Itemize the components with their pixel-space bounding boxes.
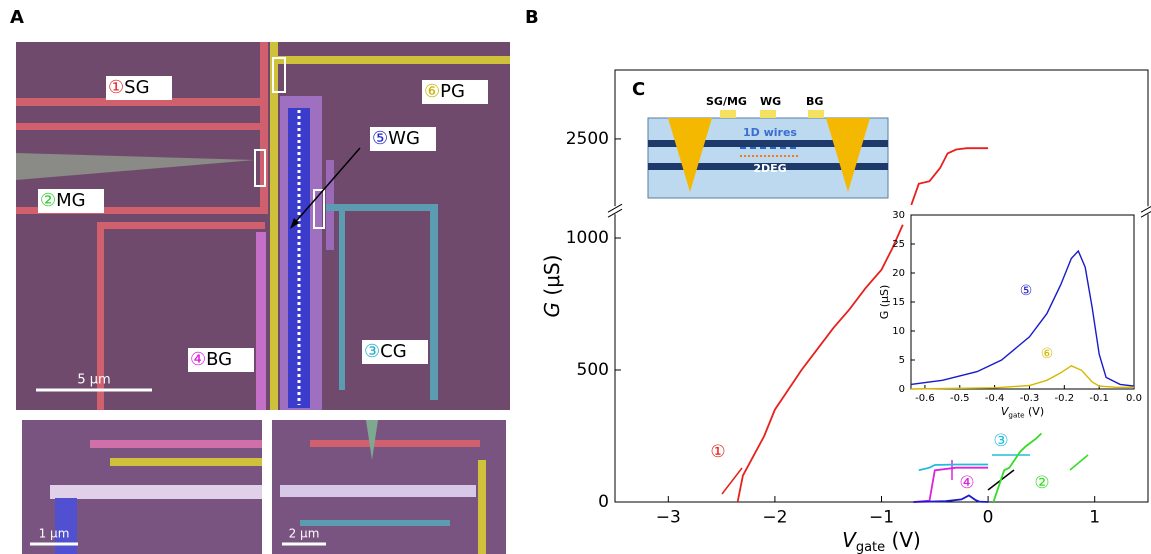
gate-label: BG	[806, 95, 823, 108]
y-tick-label: 25	[892, 239, 905, 250]
gate-name: MG	[56, 190, 85, 211]
series-line	[914, 468, 989, 502]
x-tick-label: 1	[1089, 507, 1100, 527]
x-axis-label: Vgate (V)	[1001, 405, 1044, 419]
y-tick-label: 1000	[566, 228, 609, 248]
y-tick-label: 5	[899, 355, 905, 366]
curve-annotation: ③	[993, 431, 1008, 451]
series-line	[914, 495, 989, 502]
layer-label: 2DEG	[753, 162, 786, 175]
gate-number: ④	[190, 349, 206, 370]
gate-label: SG/MG	[706, 95, 747, 108]
x-tick-label: -0.3	[1020, 393, 1040, 404]
x-tick-label: −2	[762, 507, 787, 527]
gate-name: PG	[440, 81, 465, 102]
x-tick-label: −1	[869, 507, 894, 527]
x-tick-label: 0.0	[1126, 393, 1142, 404]
y-tick-label: 0	[899, 384, 905, 395]
x-tick-label: -0.6	[915, 393, 935, 404]
panel-label: C	[632, 79, 645, 100]
y-label-unit: (μS)	[540, 255, 564, 302]
plot-frame	[911, 215, 1134, 389]
figure: A B C 5 μm 1 μm 2 μm SG/MG WG BG 1D wi	[0, 0, 1151, 554]
gate-number: ③	[364, 341, 380, 362]
gate-number: ①	[108, 77, 124, 98]
x-tick-label: -0.1	[1089, 393, 1109, 404]
x-tick-label: -0.5	[950, 393, 970, 404]
panel-label: B	[525, 7, 539, 28]
y-tick-label: 10	[892, 326, 905, 337]
x-axis-label: Vgate (V)	[842, 528, 921, 554]
x-label-unit: (V)	[885, 528, 921, 552]
gate-number: ⑥	[424, 81, 440, 102]
y-tick-label: 15	[892, 297, 905, 308]
gate-label: ④BG	[190, 349, 232, 370]
gate-name: BG	[206, 349, 232, 370]
y-tick-label: 2500	[566, 129, 609, 149]
scale-bar-label: 2 μm	[289, 527, 320, 541]
x-tick-label: -0.2	[1055, 393, 1075, 404]
x-tick-label: −3	[656, 507, 681, 527]
y-tick-label: 20	[892, 268, 905, 279]
scale-bar-label: 5 μm	[77, 373, 110, 388]
curve-annotation: ①	[710, 442, 725, 462]
x-label-sub: gate	[856, 540, 885, 554]
x-tick-label: 0	[983, 507, 994, 527]
y-tick-label: 0	[598, 492, 609, 512]
curve-annotation: ②	[1034, 473, 1049, 493]
sem-image	[16, 42, 510, 554]
scale-bar-label: 1 μm	[39, 527, 70, 541]
gate-label: ⑤WG	[372, 128, 420, 149]
gate-label: ③CG	[364, 341, 407, 362]
y-axis-label: G (μS)	[878, 285, 891, 320]
wire-label: 1D wires	[743, 126, 797, 139]
y-tick-label: 500	[577, 360, 609, 380]
gate-number: ⑤	[372, 128, 388, 149]
y-tick-label: 30	[892, 210, 905, 221]
gate-name: CG	[380, 341, 407, 362]
device-schematic	[648, 110, 888, 198]
gate-name: WG	[388, 128, 420, 149]
curve-annotation: ⑥	[1041, 346, 1054, 362]
gate-name: SG	[124, 77, 149, 98]
panel-label: A	[10, 7, 24, 28]
y-label-main: G	[540, 302, 564, 318]
gate-label: ②MG	[40, 190, 86, 211]
gate-number: ②	[40, 190, 56, 211]
curve-annotation: ⑤	[1020, 283, 1033, 299]
x-label-unit: (V)	[1025, 405, 1045, 418]
x-tick-label: -0.4	[985, 393, 1005, 404]
curve-annotation: ④	[959, 473, 974, 493]
annotation-arrows	[722, 455, 1088, 494]
x-label-sub: gate	[1008, 410, 1025, 419]
gate-label: ⑥PG	[424, 81, 465, 102]
gate-label: WG	[760, 95, 781, 108]
y-axis-label: G (μS)	[540, 255, 564, 318]
gate-label: ①SG	[108, 77, 150, 98]
